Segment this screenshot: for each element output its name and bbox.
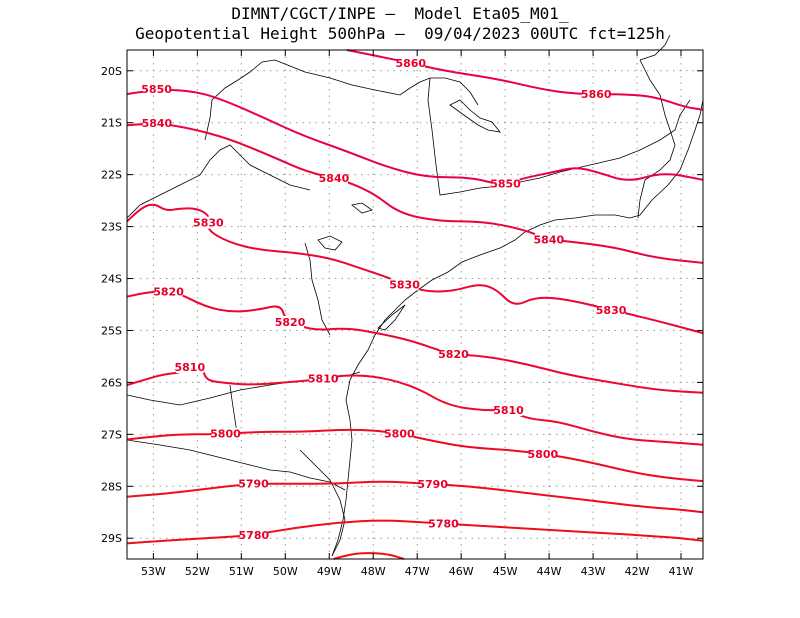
y-tick-label: 25S — [101, 324, 122, 337]
contour-label-bg — [418, 478, 447, 491]
contour-label-5860: 5860 — [395, 57, 426, 70]
plot-frame — [126, 49, 704, 560]
x-tick-label: 45W — [493, 565, 518, 578]
map-title-line1: DIMNT/CGCT/INPE — Model Eta05_M01_ — [231, 4, 569, 23]
contour-line-5820 — [126, 290, 704, 394]
border-inland-3 — [299, 449, 346, 557]
y-tick-label: 26S — [101, 376, 122, 389]
contour-label-bg — [528, 447, 557, 460]
contour-label-bg — [154, 285, 183, 298]
border-sc-rs — [126, 439, 346, 491]
x-tick-label: 47W — [405, 565, 430, 578]
contour-line-5780 — [126, 519, 704, 545]
x-tick-label: 41W — [669, 565, 694, 578]
contour-label-5820: 5820 — [153, 286, 184, 299]
contour-labels: 5860 5860 5850 5850 5840 5840 5840 5830 5830 5830… — [141, 57, 626, 542]
x-tick-label: 51W — [229, 565, 254, 578]
coastline — [317, 34, 704, 557]
x-tick-label: 50W — [273, 565, 298, 578]
y-tick-label: 24S — [101, 273, 122, 286]
border-mg-es — [637, 59, 676, 219]
contour-label-bg — [319, 171, 348, 184]
contour-label-bg — [385, 427, 414, 440]
x-tick-label: 49W — [317, 565, 342, 578]
y-tick-label: 20S — [101, 65, 122, 78]
contour-label-bg — [211, 427, 240, 440]
border-sp-north — [204, 59, 479, 141]
lake-furnas — [449, 99, 501, 133]
coastline-southeast — [331, 99, 704, 557]
contour-label-5810: 5810 — [175, 361, 206, 374]
border-sp-pr — [126, 144, 311, 219]
contour-line-5830 — [126, 203, 704, 335]
contour-label-bg — [194, 216, 223, 229]
contour-line-5790 — [126, 480, 704, 514]
border-mg-rj — [427, 77, 691, 196]
x-tick-label: 48W — [361, 565, 386, 578]
y-tick-label: 27S — [101, 428, 122, 441]
lake-inland — [317, 235, 343, 251]
x-tick-label: 44W — [537, 565, 562, 578]
y-tick-label: 22S — [101, 169, 122, 182]
contour-label-5850: 5850 — [141, 83, 172, 96]
contour-label-5800: 5800 — [210, 428, 241, 441]
contour-label-bg — [396, 57, 425, 70]
contour-label-5800: 5800 — [528, 448, 559, 461]
x-tick-label: 53W — [141, 565, 166, 578]
x-tick-label: 43W — [581, 565, 606, 578]
contour-label-bg — [429, 517, 458, 530]
contour-label-bg — [491, 177, 520, 190]
contour-label-5790: 5790 — [417, 478, 448, 491]
contour-label-bg — [309, 372, 338, 385]
contour-label-5810: 5810 — [308, 373, 339, 386]
contour-label-bg — [276, 315, 305, 328]
contour-label-5820: 5820 — [275, 316, 306, 329]
contour-label-5840: 5840 — [142, 117, 173, 130]
contour-label-bg — [439, 348, 468, 361]
y-tick-label: 23S — [101, 221, 122, 234]
contour-label-bg — [390, 278, 419, 291]
contour-label-5840: 5840 — [534, 233, 565, 246]
contour-label-5800: 5800 — [384, 428, 415, 441]
contour-label-5850: 5850 — [490, 178, 521, 191]
contour-label-5830: 5830 — [193, 217, 224, 230]
contour-line-5840 — [126, 123, 704, 264]
lake-small — [351, 202, 373, 214]
contour-label-bg — [494, 403, 523, 416]
contour-label-bg — [239, 528, 268, 541]
contour-label-5830: 5830 — [389, 278, 420, 291]
contour-label-bg — [239, 477, 268, 490]
x-tick-label: 52W — [185, 565, 210, 578]
contour-label-5780: 5780 — [239, 529, 270, 542]
contour-label-5820: 5820 — [438, 348, 469, 361]
contour-label-bg — [534, 233, 563, 246]
y-tick-label: 29S — [101, 532, 122, 545]
contour-label-5780: 5780 — [428, 518, 459, 531]
contour-line-5850 — [126, 89, 704, 185]
contour-line-5860 — [346, 49, 704, 111]
lat-lon-grid — [127, 50, 703, 559]
contour-label-5810: 5810 — [493, 404, 524, 417]
contour-label-5840: 5840 — [319, 172, 350, 185]
state-borders — [126, 59, 691, 557]
map-title-line2: Geopotential Height 500hPa — 09/04/2023 … — [135, 24, 665, 43]
contour-label-bg — [142, 83, 171, 96]
coastline-northeast — [639, 34, 671, 61]
contour-label-bg — [582, 88, 611, 101]
contour-label-bg — [175, 361, 204, 374]
bay-paranagua — [377, 304, 406, 331]
contour-label-bg — [142, 117, 171, 130]
border-inland-1 — [304, 242, 331, 336]
contour-label-5830: 5830 — [596, 304, 627, 317]
axes: 53W 52W 51W 50W 49W 48W 47W 46W 45W 44W 43W 42W 41W 2… — [101, 50, 703, 578]
contour-label-5860: 5860 — [581, 88, 612, 101]
y-tick-label: 28S — [101, 480, 122, 493]
contour-label-5790: 5790 — [238, 478, 269, 491]
x-tick-label: 42W — [625, 565, 650, 578]
contour-line-5770 — [333, 552, 405, 560]
y-tick-label: 21S — [101, 117, 122, 130]
contour-label-bg — [597, 303, 626, 316]
x-tick-label: 46W — [449, 565, 474, 578]
